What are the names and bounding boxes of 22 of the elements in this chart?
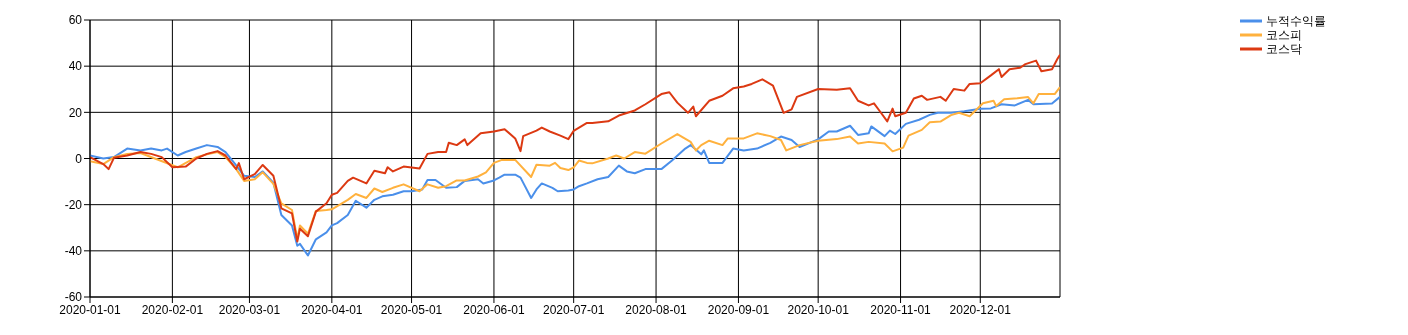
x-tick-label: 2020-12-01 <box>949 302 1012 317</box>
x-tick-label: 2020-08-01 <box>625 302 688 317</box>
legend-label: 누적수익률 <box>1266 12 1326 30</box>
x-tick-label: 2020-01-01 <box>59 302 122 317</box>
y-tick-label: -40 <box>64 244 83 259</box>
x-tick-label: 2020-03-01 <box>218 302 281 317</box>
x-tick-label: 2020-02-01 <box>141 302 204 317</box>
legend-label: 코스닥 <box>1266 41 1302 58</box>
y-tick-label: 0 <box>75 151 83 166</box>
y-tick-label: 60 <box>68 13 83 28</box>
x-tick-label: 2020-09-01 <box>707 302 770 317</box>
legend-label: 코스피 <box>1266 27 1302 44</box>
x-tick-label: 2020-04-01 <box>301 302 363 317</box>
x-tick-label: 2020-11-01 <box>870 302 932 317</box>
y-tick-label: -60 <box>64 290 83 305</box>
x-tick-label: 2020-06-01 <box>463 302 525 317</box>
y-tick-label: 20 <box>68 105 83 120</box>
x-tick-label: 2020-07-01 <box>542 302 605 317</box>
y-tick-label: -20 <box>64 197 83 212</box>
x-tick-label: 2020-10-01 <box>787 302 850 317</box>
x-tick-label: 2020-05-01 <box>380 302 443 317</box>
y-tick-label: 40 <box>68 59 83 74</box>
